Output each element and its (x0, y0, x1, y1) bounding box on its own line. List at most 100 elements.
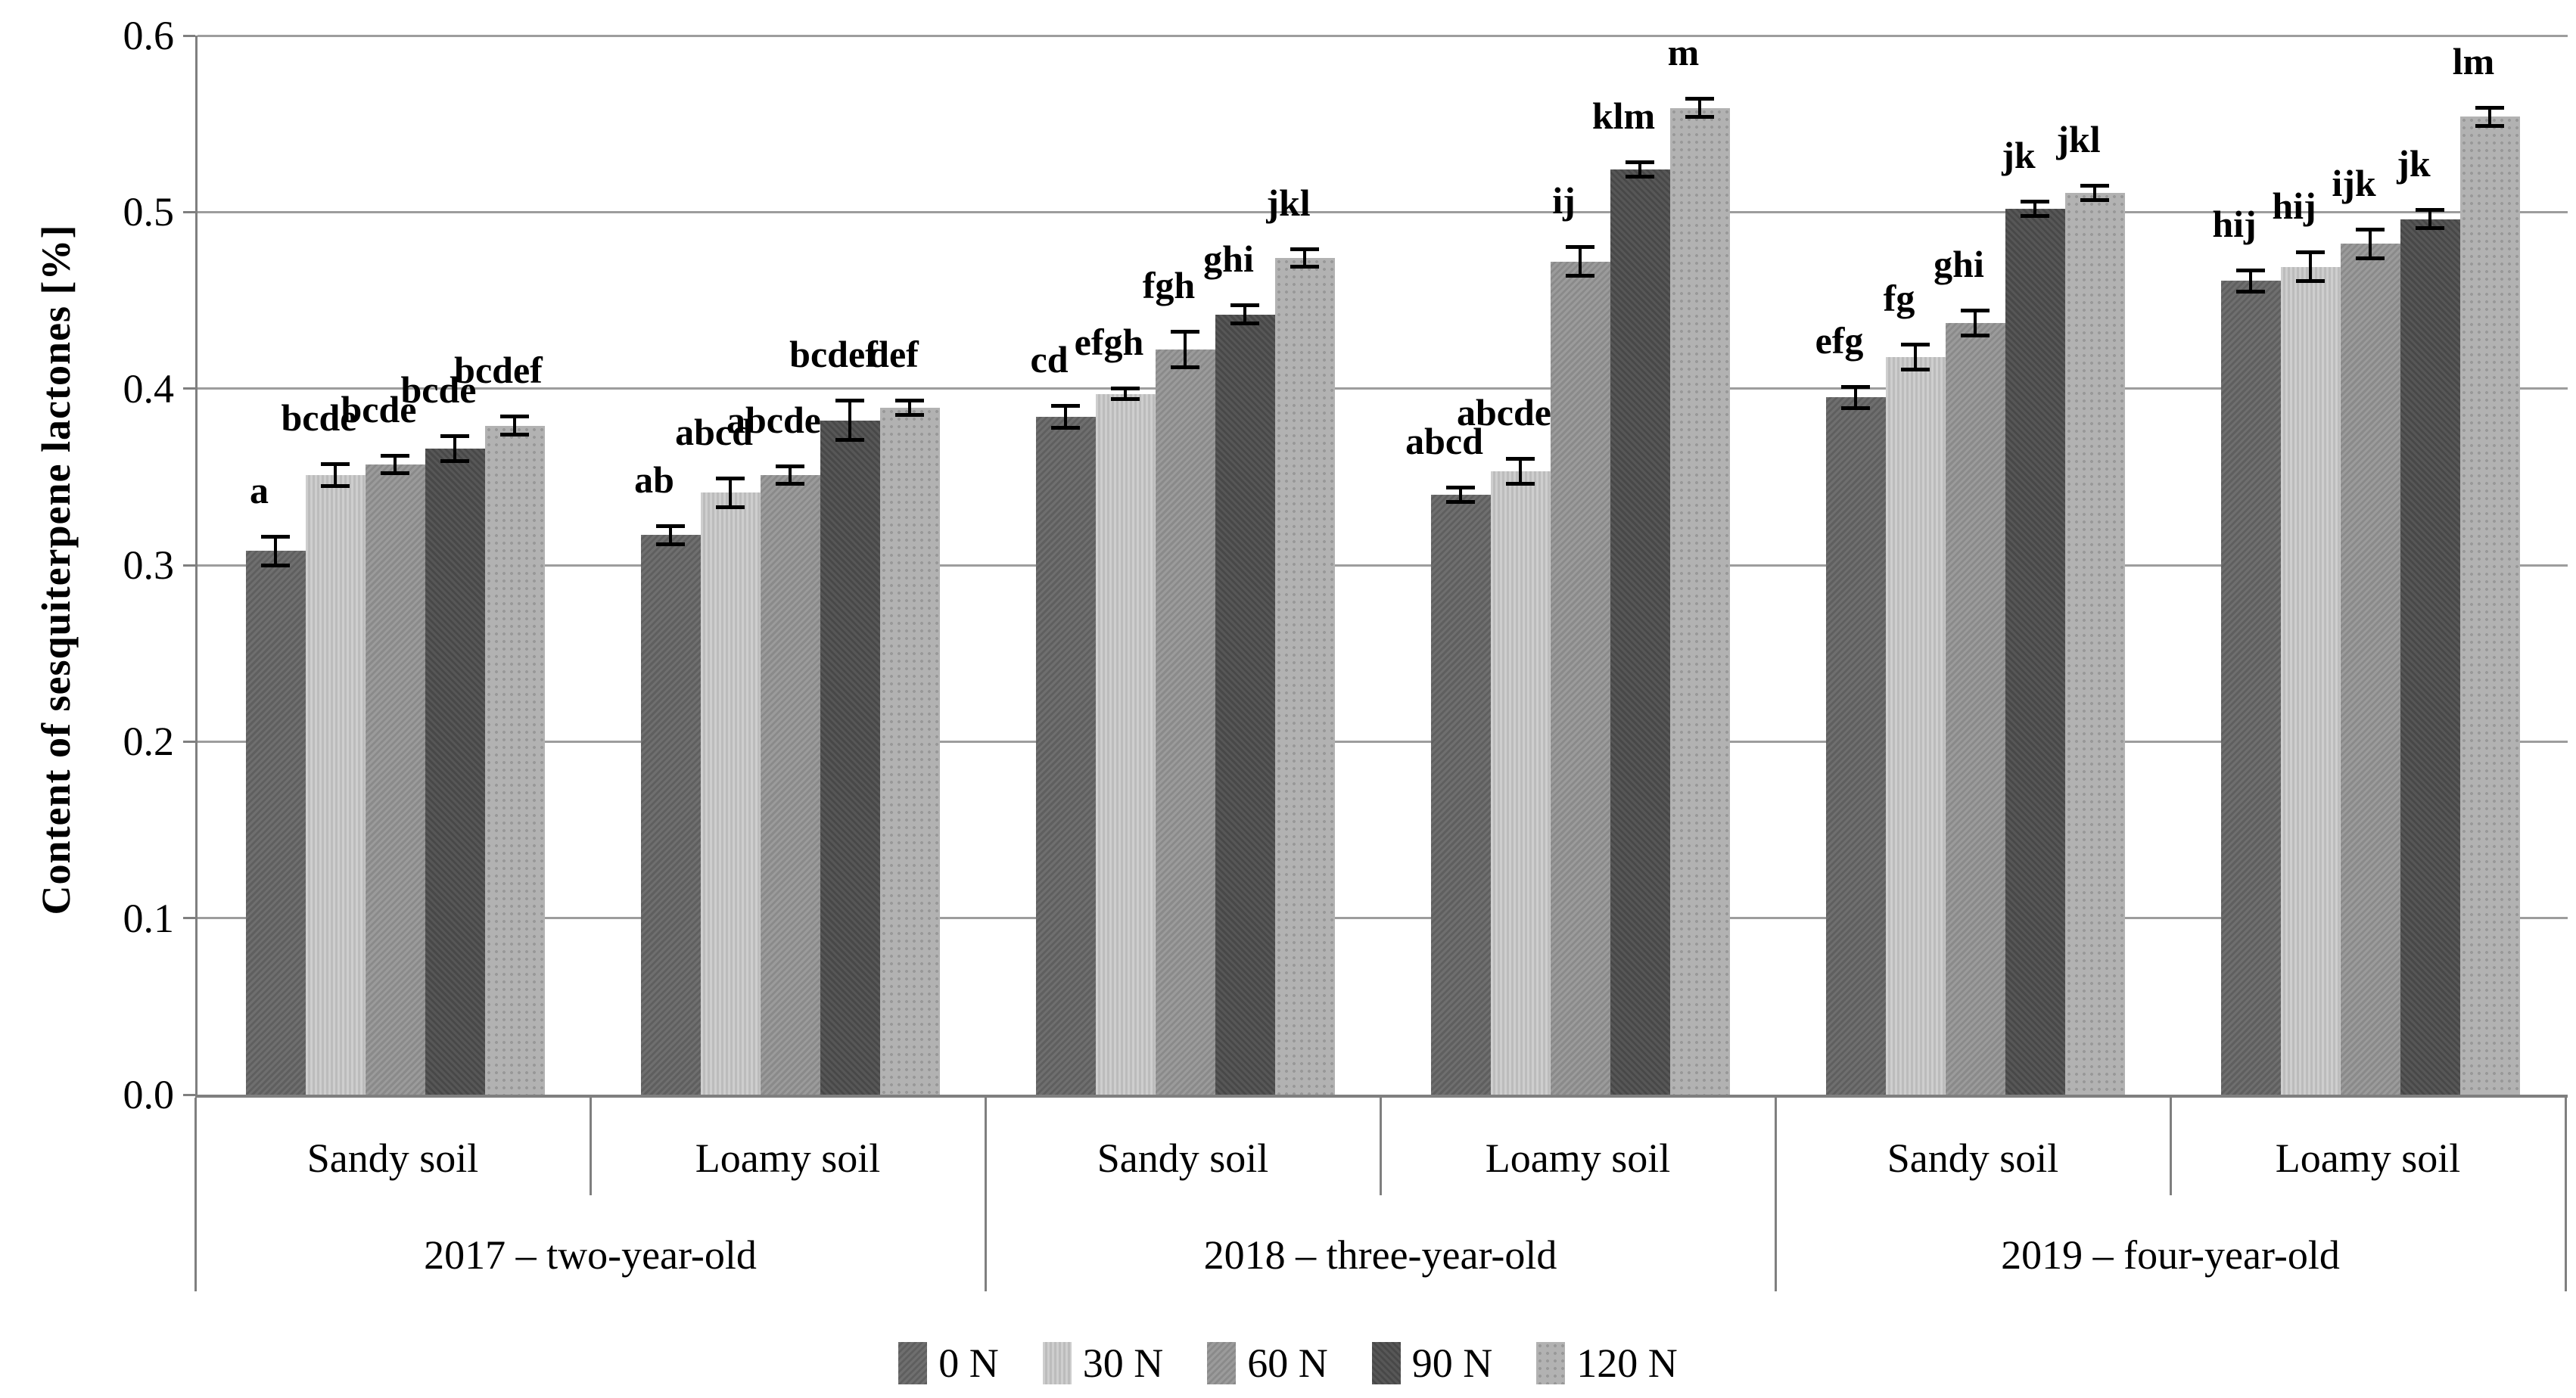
error-bar-line (1638, 164, 1641, 176)
error-bar-line (2369, 231, 2372, 256)
bar-120N-loamy-2017 (879, 408, 940, 1095)
soil-separator (590, 1098, 592, 1195)
year-label: 2018 – three-year-old (1203, 1232, 1557, 1278)
y-tick-label: 0.0 (123, 1072, 175, 1117)
plot-area: a bcde bcde bcde bcdef ab abcd abcde bcdef def cd e… (195, 33, 2568, 1098)
error-bar (2356, 228, 2385, 260)
significance-letter: hij (2272, 185, 2316, 228)
legend-item-90N: 90 N (1371, 1340, 1492, 1387)
significance-letter: jkl (1266, 181, 1311, 224)
error-bar (500, 415, 529, 436)
legend-label: 120 N (1576, 1341, 1678, 1386)
legend-swatch-icon (1042, 1342, 1072, 1384)
significance-letter: a (250, 469, 269, 511)
significance-letter: bcde (341, 387, 417, 430)
bar-60N-loamy-2019 (2340, 244, 2400, 1095)
bar-60N-loamy-2018 (1550, 261, 1610, 1095)
bar-30N-sandy-2018 (1095, 393, 1156, 1095)
error-bar-line (908, 402, 911, 414)
y-tick-mark (183, 1093, 195, 1096)
error-bar (835, 399, 864, 442)
legend-item-0N: 0 N (898, 1340, 999, 1387)
error-bar-line (2093, 187, 2096, 198)
error-bar-line (848, 402, 851, 438)
significance-letter: efgh (1074, 321, 1144, 363)
legend: 0 N 30 N 60 N 90 N 120 N (0, 1333, 2576, 1393)
bar-30N-sandy-2017 (305, 475, 366, 1095)
significance-letter: jk (2397, 142, 2431, 185)
error-bar (1841, 384, 1870, 410)
bar-90N-sandy-2017 (425, 449, 485, 1095)
bar-0N-loamy-2017 (640, 535, 701, 1095)
error-bar (1685, 97, 1714, 119)
significance-letter: abcd (1405, 419, 1483, 462)
error-bar-line (2249, 272, 2252, 290)
significance-letter: lm (2452, 40, 2495, 82)
significance-letter: bcde (400, 368, 477, 411)
bar-90N-loamy-2019 (2400, 219, 2460, 1095)
year-label: 2017 – two-year-old (424, 1232, 757, 1278)
bar-0N-sandy-2019 (1825, 397, 1886, 1095)
error-bar-line (1519, 461, 1522, 483)
bar-30N-sandy-2019 (1885, 356, 1946, 1095)
significance-letter: abcd (675, 411, 753, 453)
significance-letter: jkl (2056, 117, 2101, 160)
significance-letter: cd (1030, 338, 1069, 381)
error-bar-line (274, 539, 277, 564)
soil-separator (2170, 1098, 2172, 1195)
y-tick-mark (183, 210, 195, 213)
legend-swatch-icon (1371, 1342, 1401, 1384)
error-bar (656, 524, 685, 546)
legend-swatch-icon (898, 1342, 928, 1384)
soil-separator (1380, 1098, 1382, 1195)
error-bar-line (2309, 254, 2312, 279)
gridline (198, 740, 2568, 743)
significance-letter: jk (2002, 133, 2036, 176)
bar-60N-sandy-2017 (365, 464, 425, 1095)
error-bar (776, 464, 804, 486)
significance-letter: fg (1883, 276, 1915, 319)
significance-letter: bcdef (789, 333, 878, 376)
error-bar (1051, 404, 1080, 430)
error-bar (2296, 250, 2325, 283)
error-bar (381, 453, 409, 476)
error-bar-line (1914, 346, 1917, 368)
bar-90N-loamy-2017 (820, 420, 880, 1095)
error-bar-line (1184, 334, 1187, 366)
error-bar (1626, 160, 1654, 179)
error-bar-line (453, 438, 456, 459)
error-bar (1446, 485, 1475, 504)
significance-letter: abcde (726, 398, 821, 441)
significance-letter: fgh (1142, 264, 1196, 307)
legend-swatch-icon (1207, 1342, 1237, 1384)
error-bar (1961, 309, 1990, 338)
error-bar-line (2488, 110, 2491, 124)
significance-letter: ij (1552, 179, 1576, 222)
error-bar (1290, 247, 1319, 269)
legend-item-30N: 30 N (1042, 1340, 1163, 1387)
soil-label: Loamy soil (2275, 1135, 2461, 1181)
legend-label: 60 N (1247, 1341, 1328, 1386)
error-bar (1901, 342, 1930, 371)
error-bar-line (669, 528, 672, 542)
soil-label: Sandy soil (1097, 1135, 1269, 1181)
error-bar-line (789, 468, 792, 483)
error-bar-line (1459, 489, 1462, 500)
gridline (198, 564, 2568, 567)
gridline (198, 210, 2568, 213)
y-tick-mark (183, 917, 195, 920)
significance-letter: ijk (2332, 162, 2376, 204)
year-separator (194, 1098, 197, 1291)
bar-30N-loamy-2019 (2280, 266, 2341, 1095)
year-label: 2019 – four-year-old (2001, 1232, 2340, 1278)
bar-0N-loamy-2018 (1430, 494, 1491, 1095)
significance-letter: ghi (1203, 238, 1254, 281)
error-bar (2416, 208, 2444, 230)
error-bar-line (334, 466, 337, 484)
soil-label: Sandy soil (1887, 1135, 2059, 1181)
y-tick-mark (183, 34, 195, 37)
y-tick-label: 0.1 (123, 895, 175, 941)
error-bar-line (394, 457, 397, 472)
error-bar (716, 477, 745, 509)
